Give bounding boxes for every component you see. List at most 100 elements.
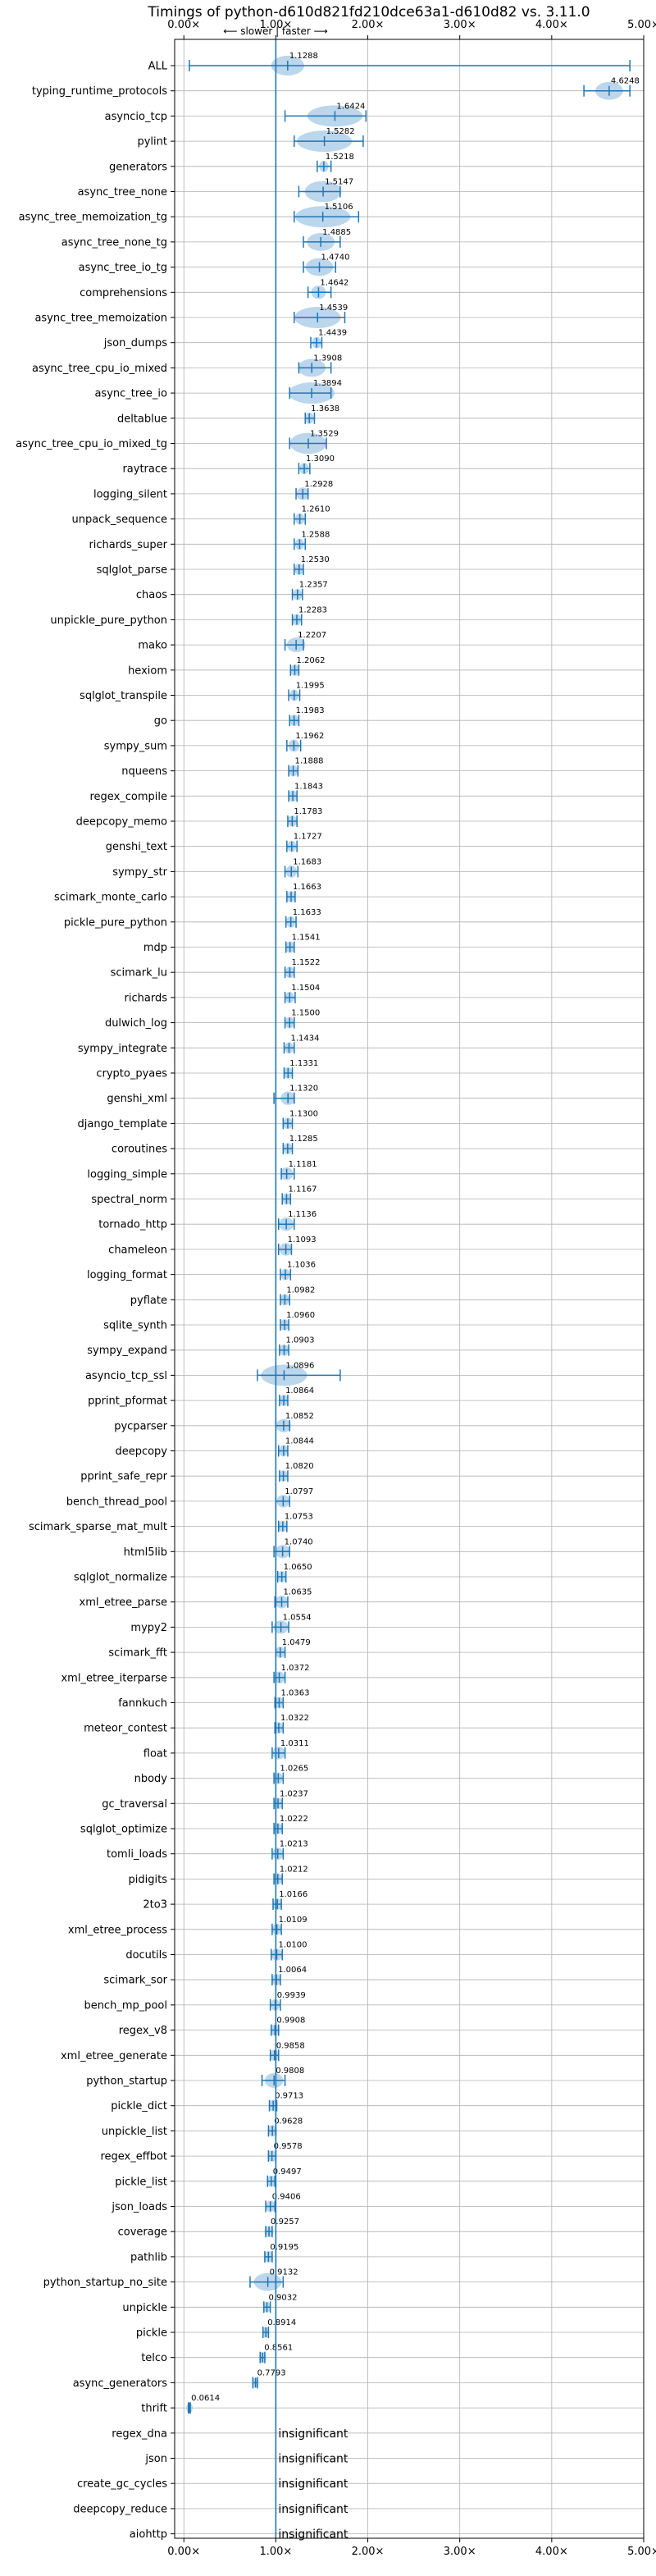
value-label: 0.9257 — [271, 2217, 299, 2227]
benchmark-label: json_loads — [111, 2201, 167, 2213]
benchmark-label: tornado_http — [98, 1219, 167, 1231]
value-label: 1.5218 — [326, 153, 354, 162]
benchmark-label: python_startup — [86, 2076, 167, 2088]
value-label: 1.0479 — [282, 1638, 311, 1647]
benchmark-label: deepcopy_memo — [76, 816, 167, 829]
benchmark-label: sqlglot_optimize — [80, 1824, 167, 1836]
value-label: 0.8561 — [264, 2344, 293, 2353]
value-label: 1.5106 — [325, 203, 353, 212]
benchmark-label: nbody — [134, 1773, 168, 1785]
value-label: 1.5282 — [326, 127, 355, 136]
value-label: 1.0222 — [280, 1815, 308, 1824]
value-label: 1.0212 — [280, 1865, 308, 1874]
benchmark-label: scimark_fft — [108, 1647, 167, 1660]
benchmark-label: thrift — [141, 2403, 167, 2415]
value-label: 1.1633 — [293, 908, 321, 917]
value-label: 0.9195 — [270, 2243, 298, 2252]
value-label: 1.2588 — [301, 530, 330, 539]
benchmark-label: raytrace — [122, 464, 167, 476]
value-label: 0.9628 — [274, 2117, 303, 2126]
benchmark-label: async_tree_cpu_io_mixed_tg — [16, 438, 167, 450]
value-label: 1.1036 — [287, 1261, 316, 1270]
value-label: 0.7793 — [257, 2368, 286, 2377]
value-label: 1.0740 — [285, 1537, 313, 1546]
benchmark-label: pickle — [136, 2327, 167, 2340]
value-label: 1.2928 — [304, 480, 333, 489]
benchmark-label: genshi_xml — [107, 1093, 167, 1105]
benchmark-label: chameleon — [108, 1244, 167, 1256]
benchmark-label: xml_etree_iterparse — [61, 1672, 167, 1684]
value-label: 1.0820 — [285, 1462, 314, 1471]
value-label: 1.0896 — [285, 1361, 314, 1370]
benchmark-label: pidigits — [129, 1874, 168, 1886]
benchmark-label: aiohttp — [130, 2528, 167, 2541]
benchmark-label: regex_dna — [112, 2428, 167, 2440]
benchmark-label: tomli_loads — [107, 1848, 167, 1861]
gridlines — [175, 39, 645, 2538]
benchmark-label: fannkuch — [118, 1697, 167, 1710]
benchmark-label: mdp — [144, 942, 167, 954]
benchmark-label: python_startup_no_site — [43, 2277, 167, 2289]
insignificant-label: insignificant — [278, 2478, 348, 2491]
value-label: 1.1167 — [288, 1185, 317, 1194]
benchmark-label: deltablue — [117, 413, 167, 425]
benchmark-label: scimark_monte_carlo — [54, 892, 167, 904]
benchmark-label: xml_etree_process — [68, 1924, 167, 1936]
benchmark-label: float — [144, 1747, 167, 1760]
benchmark-label: pprint_safe_repr — [80, 1471, 167, 1483]
value-label: 1.3908 — [313, 354, 342, 363]
bottom-tick-label: 1.00× — [259, 2546, 292, 2558]
benchmark-label: sqlglot_transpile — [80, 690, 167, 702]
benchmark-label: django_template — [78, 1118, 167, 1130]
benchmark-label: unpickle_list — [102, 2126, 167, 2138]
value-label: 1.3894 — [313, 379, 342, 388]
value-label: 1.1500 — [291, 1009, 320, 1018]
value-label: 1.2062 — [296, 656, 325, 665]
bottom-tick-label: 2.00× — [352, 2546, 385, 2558]
benchmark-label: logging_silent — [93, 488, 167, 500]
value-label: 1.0372 — [281, 1664, 310, 1673]
top-tick-label: 4.00× — [535, 19, 568, 31]
benchmark-label: 2to3 — [143, 1899, 167, 1911]
benchmark-label: coverage — [118, 2227, 167, 2239]
value-label: 0.9032 — [269, 2293, 298, 2302]
benchmark-label: pickle_dict — [111, 2100, 167, 2112]
value-label: 1.0322 — [280, 1714, 309, 1723]
benchmark-label: xml_etree_parse — [80, 1596, 167, 1609]
value-label: 0.9497 — [273, 2167, 302, 2176]
benchmark-label: async_tree_cpu_io_mixed — [32, 363, 167, 375]
value-label: 0.9713 — [275, 2092, 303, 2101]
value-label: 0.9939 — [277, 1991, 306, 2000]
benchmark-label: unpickle_pure_python — [50, 614, 167, 627]
benchmark-label: regex_effbot — [100, 2151, 167, 2163]
value-label: 1.1181 — [289, 1160, 317, 1169]
value-label: 1.1522 — [291, 958, 320, 967]
value-label: 1.3090 — [306, 454, 335, 464]
benchmark-label: deepcopy — [115, 1446, 167, 1458]
value-label: 1.0311 — [280, 1739, 309, 1748]
benchmark-label: telco — [141, 2352, 167, 2364]
benchmark-label: unpickle — [122, 2302, 167, 2314]
value-label: 1.1995 — [296, 682, 325, 691]
benchmark-label: create_gc_cycles — [77, 2478, 167, 2491]
benchmark-label: async_tree_io_tg — [79, 262, 167, 274]
benchmark-label: json — [144, 2453, 167, 2465]
value-label: 1.5147 — [325, 178, 353, 187]
benchmark-label: ALL — [148, 61, 168, 73]
value-label: 1.4642 — [320, 278, 348, 287]
value-label: 0.9132 — [270, 2268, 298, 2277]
top-tick-label: 0.00× — [167, 19, 200, 31]
value-label: 1.1983 — [296, 706, 325, 715]
value-label: 1.1504 — [291, 984, 320, 993]
benchmark-label: asyncio_tcp_ssl — [85, 1370, 167, 1382]
benchmark-label: sqlite_synth — [103, 1320, 167, 1332]
benchmark-label: generators — [109, 161, 167, 173]
benchmark-label: html5lib — [124, 1546, 167, 1559]
top-tick-label: 1.00× — [259, 19, 292, 31]
benchmark-label: sympy_expand — [87, 1345, 167, 1357]
benchmark-label: docutils — [125, 1949, 167, 1962]
benchmark-label: scimark_sparse_mat_mult — [29, 1521, 167, 1533]
benchmark-label: xml_etree_generate — [61, 2050, 167, 2062]
value-label: 1.2610 — [302, 505, 330, 514]
value-label: 1.0100 — [278, 1941, 307, 1950]
